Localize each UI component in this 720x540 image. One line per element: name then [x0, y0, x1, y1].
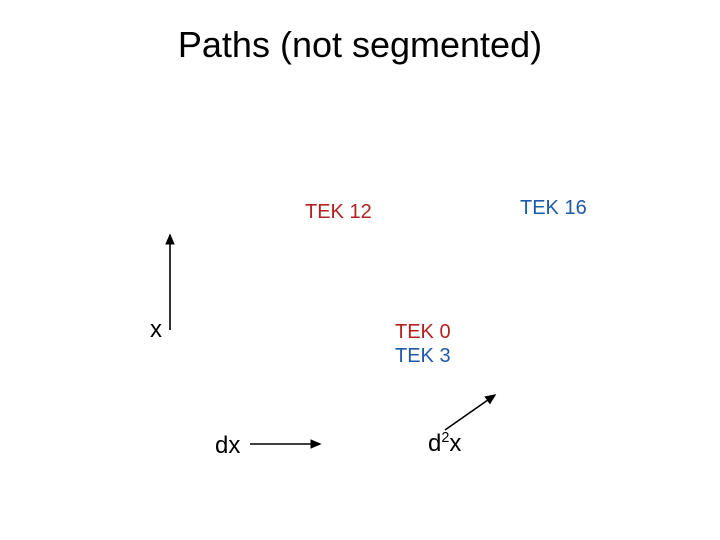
arrow-layer [0, 0, 720, 540]
d2x-base: d [428, 430, 441, 457]
d2x-arrow [445, 395, 495, 430]
axis-dx: dx [215, 432, 240, 461]
label-tek3: TEK 3 [395, 344, 451, 368]
axis-x: x [150, 316, 162, 345]
axis-d2x: d2x [428, 430, 461, 459]
label-tek0: TEK 0 [395, 320, 451, 344]
label-tek16: TEK 16 [520, 196, 587, 220]
slide: { "title": "Paths (not segmented)", "lab… [0, 0, 720, 540]
d2x-tail: x [449, 430, 461, 457]
slide-title: Paths (not segmented) [0, 24, 720, 66]
label-tek12: TEK 12 [305, 200, 372, 224]
